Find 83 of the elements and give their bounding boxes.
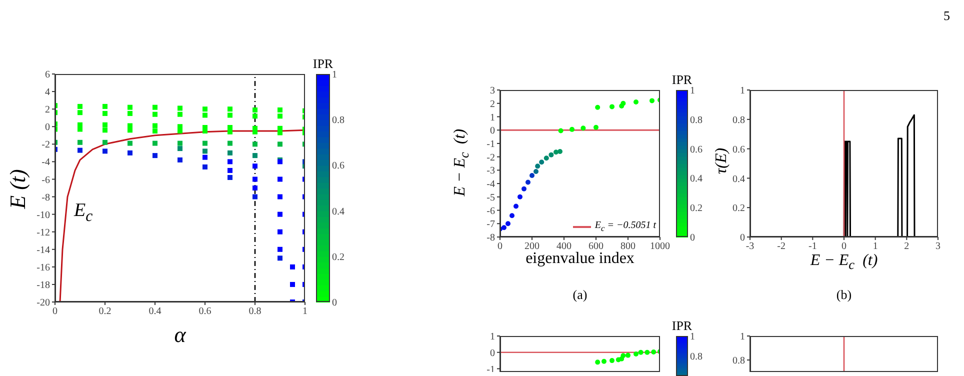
color-bar-label: 0 bbox=[690, 232, 695, 244]
y-tick-label: -18 bbox=[36, 280, 50, 292]
x-tick-label: 1000 bbox=[650, 241, 670, 252]
y-tick-label: 0 bbox=[45, 122, 50, 134]
x-tick-label: 200 bbox=[524, 241, 540, 252]
x-tick-label: 0 bbox=[52, 306, 58, 318]
y-tick-label: 6 bbox=[45, 70, 50, 81]
annotation: E$_{c}$ bbox=[74, 200, 93, 226]
x-axis-title: E − E$_{c}$ (t) bbox=[809, 252, 879, 274]
text: (a) bbox=[572, 287, 588, 303]
x-axis-title: α bbox=[173, 322, 188, 348]
y-tick-label: -5 bbox=[486, 192, 495, 204]
x-tick-label: 800 bbox=[620, 241, 636, 252]
color-bar-title: IPR bbox=[670, 72, 694, 87]
color-bar-label: 0.8 bbox=[332, 115, 344, 126]
x-tick-label: 3 bbox=[936, 241, 940, 252]
x-tick-label: 2 bbox=[904, 241, 910, 252]
y-tick-label: -10 bbox=[36, 210, 50, 221]
x-tick-label: 0.4 bbox=[148, 306, 162, 318]
x-tick-label: 0.8 bbox=[248, 306, 262, 318]
x-tick-label: 0.2 bbox=[98, 306, 112, 318]
color-bar-title: IPR bbox=[670, 318, 694, 333]
color-bar-label: 1 bbox=[332, 70, 337, 80]
x-tick-label: 0.6 bbox=[198, 306, 212, 318]
colorbar: 0.8 1 bbox=[676, 330, 718, 376]
x-axis-title: eigenvalue index bbox=[526, 250, 634, 267]
y-tick-label: 0.4 bbox=[732, 174, 745, 185]
y-tick-label: 2 bbox=[490, 98, 495, 110]
colorbar: 0 0.2 0.4 0.6 0.8 1 bbox=[316, 68, 360, 308]
y-tick-label: -1 bbox=[486, 139, 495, 150]
color-bar-title: IPR bbox=[312, 56, 334, 71]
text: (b) bbox=[835, 287, 853, 303]
x-tick-label: -2 bbox=[777, 241, 786, 252]
y-tick-label: -7 bbox=[486, 219, 495, 230]
y-tick-label: 1 bbox=[740, 86, 745, 97]
x-tick-label: 400 bbox=[556, 241, 572, 252]
y-tick-label: -16 bbox=[36, 262, 50, 274]
x-tick-label: -1 bbox=[808, 241, 817, 252]
x-tick-label: 1 bbox=[872, 241, 878, 252]
color-bar-label: 0 bbox=[332, 298, 337, 308]
y-tick-label: -8 bbox=[42, 192, 50, 204]
y-tick-label: 1 bbox=[490, 332, 495, 343]
x-tick-label: 600 bbox=[588, 241, 604, 252]
y-tick-label: 0 bbox=[490, 126, 495, 137]
legend-label: E$_{c}$ = −0.5051 t bbox=[594, 220, 656, 233]
y-tick-label: 2 bbox=[45, 104, 50, 116]
y-tick-label: 0 bbox=[740, 232, 745, 244]
y-tick-label: 0.2 bbox=[732, 203, 745, 214]
color-bar-label: 0.8 bbox=[690, 114, 702, 126]
x-tick-label: 1 bbox=[302, 306, 308, 318]
y-tick-label: -14 bbox=[36, 244, 50, 256]
y-tick-label: -4 bbox=[42, 157, 50, 168]
y-tick-label: -8 bbox=[486, 232, 495, 244]
color-bar-label: 0.6 bbox=[690, 144, 702, 156]
y-tick-label: -1 bbox=[486, 364, 495, 376]
x-tick-label: 0 bbox=[842, 241, 846, 252]
color-bar-label: 1 bbox=[690, 332, 695, 342]
y-tick-label: -20 bbox=[36, 298, 50, 309]
y-tick-label: -2 bbox=[486, 152, 495, 164]
y-tick-label: 3 bbox=[490, 86, 495, 97]
color-bar-label: 0.6 bbox=[332, 160, 344, 172]
color-bar-label: 0.2 bbox=[332, 252, 344, 263]
color-bar-label: 0.8 bbox=[690, 352, 702, 362]
y-tick-label: -2 bbox=[42, 140, 50, 151]
y-tick-label: -12 bbox=[36, 227, 50, 238]
y-tick-label: 1 bbox=[740, 332, 745, 343]
x-tick-label: 0 bbox=[498, 241, 502, 252]
y-tick-label: 0.8 bbox=[732, 114, 745, 126]
color-bar-label: 1 bbox=[690, 86, 695, 96]
color-bar-label: 0.2 bbox=[690, 203, 702, 214]
color-bar-label: 0.4 bbox=[690, 174, 702, 185]
y-tick-label: 4 bbox=[45, 87, 50, 98]
text: 5 bbox=[944, 8, 950, 24]
y-tick-label: 1 bbox=[490, 112, 495, 124]
color-bar-label: 0.4 bbox=[332, 206, 344, 218]
y-tick-label: -4 bbox=[486, 179, 495, 190]
y-tick-label: -6 bbox=[42, 174, 50, 186]
y-axis-title: E (t) bbox=[5, 168, 31, 211]
y-tick-label: 0 bbox=[490, 348, 495, 359]
y-tick-label: 0.8 bbox=[732, 356, 745, 367]
y-tick-label: -6 bbox=[486, 206, 495, 217]
y-tick-label: -3 bbox=[486, 166, 495, 177]
y-tick-label: 0.6 bbox=[732, 144, 745, 156]
